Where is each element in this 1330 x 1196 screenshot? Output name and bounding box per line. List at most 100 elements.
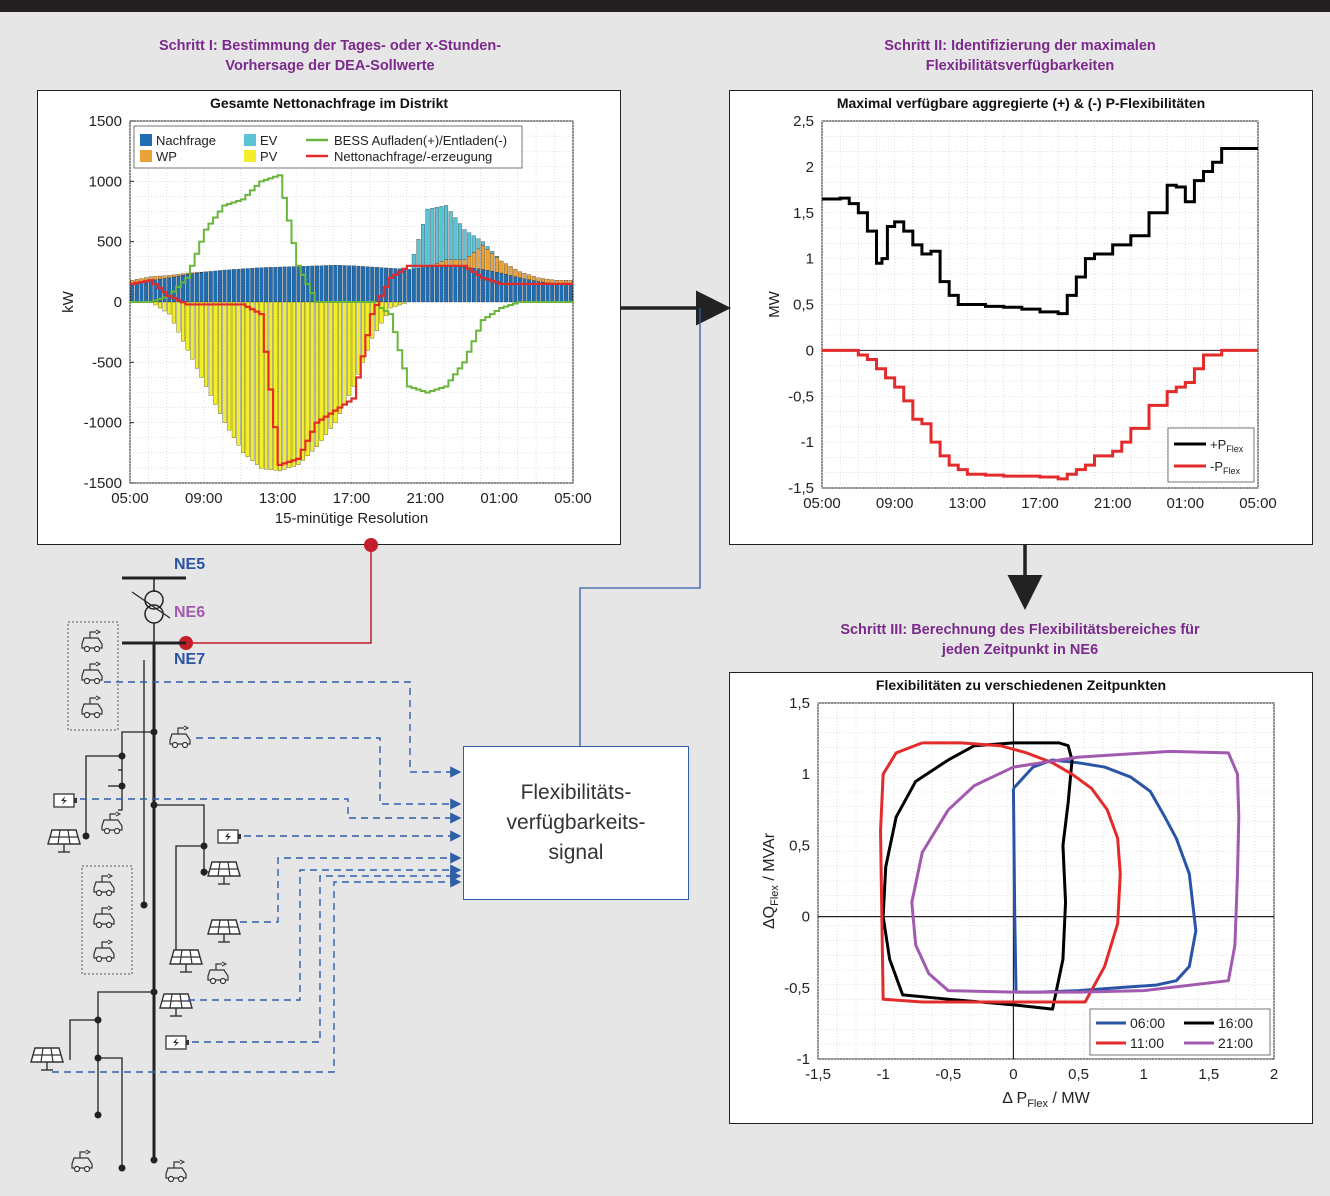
series-contour-21:00 xyxy=(910,749,1241,994)
bar-wp xyxy=(541,278,545,283)
legend-label: EV xyxy=(260,133,278,148)
bar-pv xyxy=(204,301,209,387)
bar-nachfrage xyxy=(291,266,296,303)
y-tick-label: 1 xyxy=(802,766,810,783)
bar-wp xyxy=(490,252,495,272)
y-tick-label: 2 xyxy=(806,159,814,176)
bar-wp xyxy=(504,263,509,275)
bar-nachfrage xyxy=(453,266,458,303)
legend-label: Nettonachfrage/-erzeugung xyxy=(334,149,492,164)
bar-nachfrage xyxy=(282,266,287,303)
x-tick-label: 09:00 xyxy=(185,490,223,507)
bar-ev xyxy=(485,246,490,250)
bar-wp xyxy=(550,279,555,284)
bar-pv xyxy=(347,301,352,396)
bar-nachfrage xyxy=(416,268,421,303)
series-bess-line xyxy=(130,174,573,394)
bar-ev xyxy=(494,255,499,258)
bar-nachfrage xyxy=(273,267,278,303)
bar-nachfrage xyxy=(421,267,425,303)
bar-nachfrage xyxy=(444,265,449,303)
ne5-label: NE5 xyxy=(174,556,206,573)
bar-nachfrage xyxy=(485,270,490,303)
series-contour-11:00 xyxy=(879,741,1122,1004)
bar-pv xyxy=(236,301,241,446)
legend-box xyxy=(1089,1008,1271,1056)
ev-icon xyxy=(81,629,103,653)
step3-title: Schritt III: Berechnung des Flexibilität… xyxy=(740,620,1300,660)
x-axis-label: 15-minütige Resolution xyxy=(275,510,428,527)
bar-ev xyxy=(434,207,439,264)
bar-nachfrage xyxy=(457,266,462,303)
bar-wp xyxy=(545,278,550,283)
bar-nachfrage xyxy=(324,265,329,303)
ev-icon xyxy=(93,873,115,897)
bar-nachfrage xyxy=(541,281,545,303)
battery-icon xyxy=(217,829,242,844)
ne7-connection-dot xyxy=(179,636,193,650)
step3-title-line2: jeden Zeitpunkt in NE6 xyxy=(941,642,1099,658)
ev-icon xyxy=(81,661,103,685)
bar-nachfrage xyxy=(434,266,439,303)
bar-nachfrage xyxy=(517,277,522,303)
legend-label: WP xyxy=(156,149,177,164)
y-tick-label: 2,5 xyxy=(793,113,814,130)
bar-pv xyxy=(351,301,356,387)
pflex-chart-title: Maximal verfügbare aggregierte (+) & (-)… xyxy=(836,95,1206,111)
bar-nachfrage xyxy=(513,276,518,303)
bar-pv xyxy=(245,301,250,457)
bar-nachfrage xyxy=(411,268,416,303)
bar-pv xyxy=(199,301,204,378)
bar-nachfrage xyxy=(504,274,509,303)
bar-ev xyxy=(444,205,449,260)
bar-wp xyxy=(527,274,532,280)
bar-ev xyxy=(471,235,476,253)
ev-icon xyxy=(207,961,229,985)
series-contour-16:00 xyxy=(881,741,1074,1011)
bar-nachfrage xyxy=(559,283,564,303)
bar-ev xyxy=(481,241,485,246)
bar-nachfrage xyxy=(194,272,199,303)
bar-pv xyxy=(185,301,190,351)
bar-wp xyxy=(531,276,536,281)
bar-nachfrage xyxy=(264,267,269,303)
bar-pv xyxy=(273,301,278,471)
bar-pv xyxy=(384,301,389,316)
bar-ev xyxy=(411,254,416,269)
bar-pv xyxy=(250,301,255,461)
bar-ev xyxy=(421,224,425,268)
bar-ev xyxy=(476,238,481,250)
bar-nachfrage xyxy=(522,278,527,303)
step2-title-line1: Schritt II: Identifizierung der maximale… xyxy=(884,38,1156,54)
ev-icon xyxy=(101,811,123,835)
bar-pv xyxy=(254,301,259,465)
ev-group-1 xyxy=(67,621,119,731)
bar-pv xyxy=(291,301,296,467)
bar-wp xyxy=(471,252,476,269)
x-tick-label: -1,5 xyxy=(805,1066,831,1083)
bar-pv xyxy=(388,301,393,309)
legend-box xyxy=(133,125,523,169)
y-tick-label: 0,5 xyxy=(793,297,814,314)
bar-pv xyxy=(282,301,287,470)
bar-pv xyxy=(393,301,398,307)
x-axis-label: Δ PFlex / MW xyxy=(1002,1090,1090,1110)
bar-wp xyxy=(476,248,481,269)
bar-nachfrage xyxy=(144,281,149,303)
bar-pv xyxy=(158,301,162,309)
pq-chart: 1,510,50-0,5-1-1,5 -1 -0,5 0 0,5 1 1,5 2Δ PFlex… xyxy=(761,695,1278,1110)
step2-title: Schritt II: Identifizierung der maximale… xyxy=(740,36,1300,76)
legend-swatch xyxy=(244,150,256,162)
x-tick-label: 13:00 xyxy=(259,490,297,507)
bar-ev xyxy=(490,251,495,254)
x-tick-label: 09:00 xyxy=(876,495,914,512)
x-tick-label: 1 xyxy=(1140,1066,1148,1083)
bar-pv xyxy=(259,301,264,469)
feeder-line xyxy=(186,545,372,644)
y-tick-label: 1000 xyxy=(89,173,122,190)
bar-wp xyxy=(499,260,504,274)
bar-nachfrage xyxy=(236,268,241,303)
bar-pv xyxy=(190,301,195,360)
x-tick-label: 13:00 xyxy=(949,495,987,512)
